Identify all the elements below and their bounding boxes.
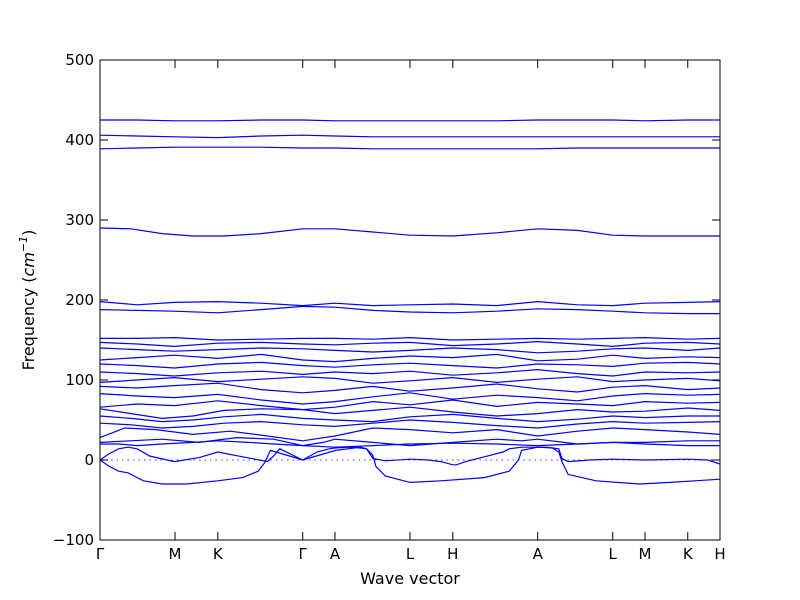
bands-layer (99, 119, 721, 485)
band-line-8 (99, 340, 721, 348)
y-tick-label: 100 (65, 371, 94, 389)
y-axis-label-unit: cm (19, 252, 38, 276)
band-line-6 (99, 305, 720, 315)
band-line-11 (99, 361, 721, 369)
y-axis-label-text: Frequency (19, 288, 38, 371)
y-tick-label: 200 (65, 291, 94, 309)
labels-layer: −100 0 100 200 300 400 500 Γ M K Γ A L H A L M K H (53, 51, 726, 563)
band-line-3 (99, 146, 720, 150)
x-tick-label: H (447, 545, 458, 563)
band-line-4 (99, 227, 720, 237)
band-line-5 (99, 300, 721, 307)
band-line-13 (99, 376, 721, 384)
y-axis-label-open-paren: ( (19, 276, 38, 282)
band-line-19 (99, 419, 721, 429)
band-line-15 (99, 392, 721, 405)
x-tick-label: L (406, 545, 415, 563)
x-tick-label: K (213, 545, 224, 563)
band-line-7 (100, 336, 721, 341)
band-line-12 (99, 368, 721, 377)
band-line-10 (99, 353, 721, 363)
band-line-18 (99, 413, 720, 423)
band-line-14 (99, 382, 721, 394)
y-axis-label: Frequency (cm−1) (17, 230, 38, 371)
x-tick-label: M (639, 545, 652, 563)
ticks-layer (99, 59, 721, 541)
band-line-1 (100, 119, 720, 122)
band-line-22 (100, 440, 720, 448)
y-tick-label: 400 (65, 131, 94, 149)
band-line-23 (99, 446, 721, 466)
y-axis-label-close-paren: ) (19, 230, 38, 236)
x-tick-label: M (169, 545, 182, 563)
band-line-20 (99, 427, 721, 442)
x-axis-label: Wave vector (360, 569, 460, 588)
band-line-2 (99, 134, 720, 139)
y-tick-label: 0 (84, 451, 94, 469)
band-line-17 (99, 406, 721, 420)
band-line-9 (99, 347, 721, 354)
y-tick-label: −100 (53, 531, 94, 549)
x-tick-label: L (609, 545, 618, 563)
x-tick-label: K (683, 545, 694, 563)
band-line-16 (99, 399, 721, 411)
plot-frame (99, 59, 721, 541)
x-tick-label: A (330, 545, 341, 563)
y-tick-label: 500 (65, 51, 94, 69)
band-line-24 (99, 446, 721, 485)
x-tick-label: Γ (96, 545, 105, 563)
x-tick-label: A (533, 545, 544, 563)
x-tick-label: H (714, 545, 725, 563)
y-tick-label: 300 (65, 211, 94, 229)
y-axis-label-unit-exponent: −1 (17, 236, 30, 252)
x-tick-label: Γ (299, 545, 308, 563)
